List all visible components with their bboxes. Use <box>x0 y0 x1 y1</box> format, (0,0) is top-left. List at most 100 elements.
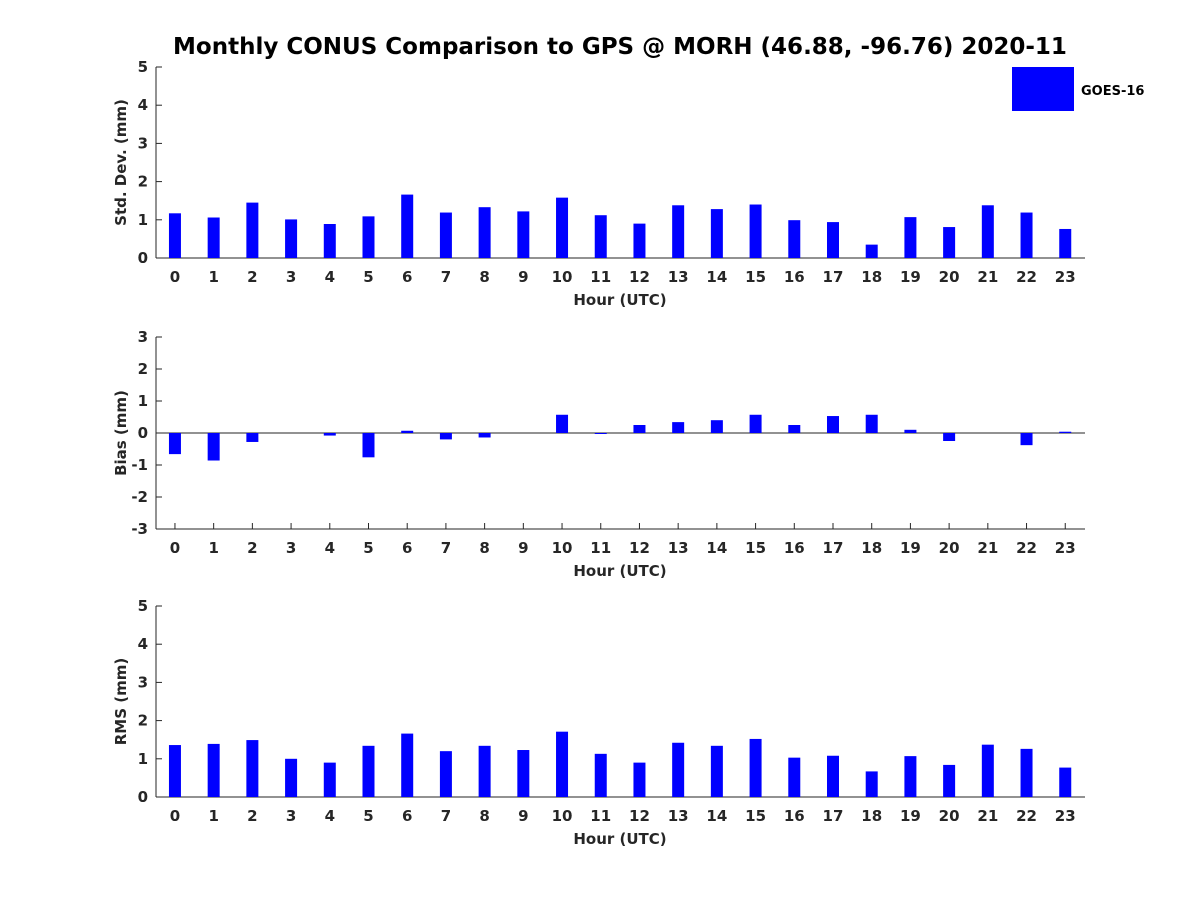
y-tick-label: 0 <box>138 788 148 806</box>
bar-hour-22 <box>1020 748 1033 797</box>
y-axis-label: Bias (mm) <box>112 390 130 476</box>
bar-hour-16 <box>788 425 801 433</box>
x-tick-label: 6 <box>402 539 412 557</box>
bar-hour-8 <box>478 433 491 438</box>
bar-hour-10 <box>556 731 569 797</box>
chart-title: Monthly CONUS Comparison to GPS @ MORH (… <box>173 34 1067 60</box>
x-tick-label: 12 <box>629 539 650 557</box>
legend-label: GOES-16 <box>1081 84 1144 99</box>
bar-hour-21 <box>981 744 994 797</box>
x-tick-label: 19 <box>900 539 921 557</box>
bar-hour-16 <box>788 757 801 797</box>
x-tick-label: 12 <box>629 268 650 286</box>
x-tick-label: 0 <box>170 807 180 825</box>
x-tick-label: 21 <box>977 539 998 557</box>
bar-hour-23 <box>1059 228 1072 258</box>
x-tick-label: 10 <box>552 807 573 825</box>
x-tick-label: 10 <box>552 539 573 557</box>
bar-hour-23 <box>1059 431 1072 433</box>
bar-hour-2 <box>246 202 259 258</box>
bar-hour-0 <box>168 745 181 797</box>
bar-hour-14 <box>710 209 723 258</box>
bar-hour-8 <box>478 207 491 258</box>
y-axis-label: Std. Dev. (mm) <box>112 99 130 226</box>
x-tick-label: 13 <box>668 268 689 286</box>
y-tick-label: 5 <box>138 597 148 615</box>
y-tick-label: 4 <box>138 635 148 653</box>
bar-hour-12 <box>633 223 646 258</box>
bar-hour-13 <box>672 742 685 797</box>
x-tick-label: 4 <box>325 807 335 825</box>
bar-hour-11 <box>594 433 607 434</box>
x-tick-label: 14 <box>706 539 727 557</box>
y-tick-label: 3 <box>138 328 148 346</box>
x-tick-label: 8 <box>479 807 489 825</box>
x-tick-label: 21 <box>977 268 998 286</box>
bar-hour-18 <box>865 771 878 797</box>
bar-hour-4 <box>323 224 336 258</box>
bar-hour-3 <box>285 219 298 258</box>
x-tick-label: 17 <box>823 268 844 286</box>
bar-hour-17 <box>826 755 839 797</box>
x-tick-label: 18 <box>861 268 882 286</box>
bar-hour-23 <box>1059 767 1072 797</box>
x-tick-label: 15 <box>745 807 766 825</box>
x-tick-label: 19 <box>900 268 921 286</box>
x-tick-label: 4 <box>325 539 335 557</box>
bar-hour-19 <box>904 429 917 433</box>
x-tick-label: 23 <box>1055 539 1076 557</box>
y-tick-label: 2 <box>138 173 148 191</box>
y-tick-label: 1 <box>138 750 148 768</box>
bar-hour-21 <box>981 205 994 258</box>
x-tick-label: 3 <box>286 268 296 286</box>
x-tick-label: 2 <box>247 807 257 825</box>
bar-hour-10 <box>556 197 569 258</box>
x-tick-label: 20 <box>939 539 960 557</box>
bar-hour-4 <box>323 762 336 797</box>
bar-hour-0 <box>168 213 181 258</box>
bar-hour-5 <box>362 745 375 797</box>
x-tick-label: 7 <box>441 268 451 286</box>
x-tick-label: 1 <box>208 539 218 557</box>
y-tick-label: 0 <box>138 424 148 442</box>
x-tick-label: 18 <box>861 539 882 557</box>
bar-hour-8 <box>478 745 491 797</box>
x-tick-label: 4 <box>325 268 335 286</box>
x-tick-label: 16 <box>784 807 805 825</box>
y-tick-label: -1 <box>131 456 148 474</box>
y-tick-label: -2 <box>131 488 148 506</box>
bar-hour-9 <box>517 211 530 258</box>
bar-hour-10 <box>556 414 569 433</box>
y-tick-label: 1 <box>138 392 148 410</box>
x-tick-label: 22 <box>1016 539 1037 557</box>
x-tick-label: 5 <box>363 268 373 286</box>
bar-hour-20 <box>943 227 956 258</box>
x-tick-label: 12 <box>629 807 650 825</box>
bar-hour-15 <box>749 738 762 797</box>
x-tick-label: 0 <box>170 539 180 557</box>
bar-hour-13 <box>672 205 685 258</box>
bar-hour-12 <box>633 762 646 797</box>
bar-hour-5 <box>362 433 375 458</box>
y-tick-label: 0 <box>138 249 148 267</box>
bar-hour-13 <box>672 422 685 433</box>
x-tick-label: 18 <box>861 807 882 825</box>
bar-hour-18 <box>865 414 878 433</box>
y-tick-label: 2 <box>138 712 148 730</box>
bar-hour-15 <box>749 204 762 258</box>
bar-hour-1 <box>207 743 220 797</box>
x-tick-label: 16 <box>784 268 805 286</box>
x-tick-label: 10 <box>552 268 573 286</box>
bar-hour-17 <box>826 222 839 258</box>
x-tick-label: 7 <box>441 539 451 557</box>
x-axis-label: Hour (UTC) <box>573 291 666 309</box>
bar-hour-7 <box>439 212 452 258</box>
bar-hour-6 <box>401 430 414 433</box>
x-tick-label: 11 <box>590 807 611 825</box>
x-tick-label: 1 <box>208 268 218 286</box>
x-tick-label: 19 <box>900 807 921 825</box>
